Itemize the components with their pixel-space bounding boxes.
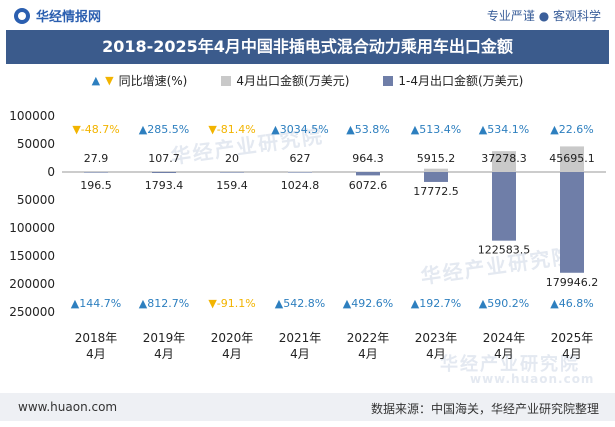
brand: 华经情报网 (14, 6, 101, 25)
x-tick-label-month: 4月 (358, 347, 378, 361)
watermark-3: 华经产业研究院 (440, 354, 580, 375)
y-tick-label: 200000 (9, 277, 55, 291)
brand-name: 华经情报网 (36, 10, 102, 25)
growth-label-cumulative: ▲192.7% (411, 297, 461, 310)
chart-title: 2018-2025年4月中国非插电式混合动力乘用车出口金额 (6, 30, 609, 64)
triangle-up-icon: ▲ (91, 74, 101, 87)
x-tick-label-year: 2020年 (211, 331, 254, 345)
footer-website: www.huaon.com (18, 400, 118, 414)
growth-label-april: ▲534.1% (479, 123, 529, 136)
data-label-april: 45695.1 (549, 152, 595, 165)
y-tick-label: 0 (47, 165, 55, 179)
bar-cumulative (84, 172, 108, 173)
bar-cumulative (152, 172, 176, 174)
legend-april-label: 4月出口金额(万美元) (236, 74, 350, 88)
bar-cumulative (492, 172, 516, 241)
growth-label-cumulative: ▲492.6% (343, 297, 393, 310)
growth-label-april: ▼-48.7% (72, 123, 119, 136)
x-tick-label-year: 2018年 (75, 331, 118, 345)
data-label-april: 37278.3 (481, 152, 527, 165)
top-bar: 华经情报网 专业严谨 ● 客观科学 (0, 0, 615, 30)
x-tick-label-year: 2022年 (347, 331, 390, 345)
growth-label-cumulative: ▲812.7% (139, 297, 189, 310)
growth-label-cumulative: ▲590.2% (479, 297, 529, 310)
y-tick-label: 50000 (17, 137, 55, 151)
data-label-cumulative: 196.5 (80, 179, 112, 192)
bar-cumulative (220, 172, 244, 173)
growth-label-cumulative: ▲46.8% (550, 297, 593, 310)
legend-april-swatch (221, 75, 232, 86)
y-tick-label: 100000 (9, 221, 55, 235)
bar-cumulative (560, 172, 584, 273)
bar-cumulative (288, 172, 312, 173)
data-label-cumulative: 17772.5 (413, 185, 459, 198)
bar-april (288, 171, 312, 173)
legend-cumulative-label: 1-4月出口金额(万美元) (398, 74, 524, 88)
growth-label-cumulative: ▼-91.1% (208, 297, 255, 310)
x-tick-label-year: 2025年 (551, 331, 594, 345)
legend-april: 4月出口金额(万美元) (221, 72, 349, 89)
data-label-april: 5915.2 (417, 152, 456, 165)
data-label-cumulative: 1793.4 (145, 179, 184, 192)
x-tick-label-month: 4月 (222, 347, 242, 361)
footer-source: 数据来源：中国海关，华经产业研究院整理 (370, 402, 599, 416)
footer: www.huaon.com 数据来源：中国海关，华经产业研究院整理 (0, 393, 615, 421)
x-tick-label-year: 2024年 (483, 331, 526, 345)
bar-april (560, 146, 584, 172)
legend-growth: ▲ ▼ 同比增速(%) (92, 72, 188, 89)
y-tick-label: 250000 (9, 305, 55, 319)
chart-legend: ▲ ▼ 同比增速(%) 4月出口金额(万美元) 1-4月出口金额(万美元) (0, 72, 615, 89)
data-label-april: 964.3 (352, 152, 384, 165)
x-tick-label-year: 2021年 (279, 331, 322, 345)
data-label-april: 627 (290, 152, 311, 165)
bar-cumulative (424, 172, 448, 182)
triangle-down-icon: ▼ (105, 74, 114, 87)
brand-logo-icon (14, 7, 30, 24)
bar-april (356, 171, 380, 173)
legend-cumulative: 1-4月出口金额(万美元) (383, 72, 523, 89)
y-tick-label: 150000 (9, 249, 55, 263)
data-label-cumulative: 6072.6 (349, 179, 388, 192)
x-tick-label-month: 4月 (154, 347, 174, 361)
data-label-april: 107.7 (148, 152, 180, 165)
x-tick-label-month: 4月 (426, 347, 446, 361)
data-label-cumulative: 179946.2 (546, 276, 599, 289)
x-tick-label-year: 2019年 (143, 331, 186, 345)
x-tick-label-month: 4月 (290, 347, 310, 361)
growth-label-april: ▲513.4% (411, 123, 461, 136)
data-label-cumulative: 1024.8 (281, 179, 320, 192)
growth-label-april: ▲285.5% (139, 123, 189, 136)
legend-growth-label: 同比增速(%) (118, 74, 188, 88)
bar-cumulative (356, 172, 380, 176)
x-tick-label-month: 4月 (86, 347, 106, 361)
growth-label-april: ▼-81.4% (208, 123, 255, 136)
legend-cumulative-swatch (383, 75, 394, 86)
y-tick-label: 100000 (9, 109, 55, 123)
data-label-april: 27.9 (84, 152, 109, 165)
bar-april (492, 151, 516, 172)
x-tick-label-month: 4月 (494, 347, 514, 361)
bar-april (424, 168, 448, 172)
growth-label-cumulative: ▲144.7% (71, 297, 121, 310)
watermark-url: www.huaon.com (470, 372, 595, 386)
data-label-cumulative: 122583.5 (478, 244, 531, 257)
growth-label-april: ▲53.8% (346, 123, 389, 136)
x-tick-label-year: 2023年 (415, 331, 458, 345)
x-tick-label-month: 4月 (562, 347, 582, 361)
slogan: 专业严谨 ● 客观科学 (486, 9, 601, 23)
data-label-april: 20 (225, 152, 239, 165)
growth-label-april: ▲22.6% (550, 123, 593, 136)
growth-label-april: ▲3034.5% (271, 123, 328, 136)
growth-label-cumulative: ▲542.8% (275, 297, 325, 310)
data-label-cumulative: 159.4 (216, 179, 248, 192)
y-tick-label: 50000 (17, 193, 55, 207)
